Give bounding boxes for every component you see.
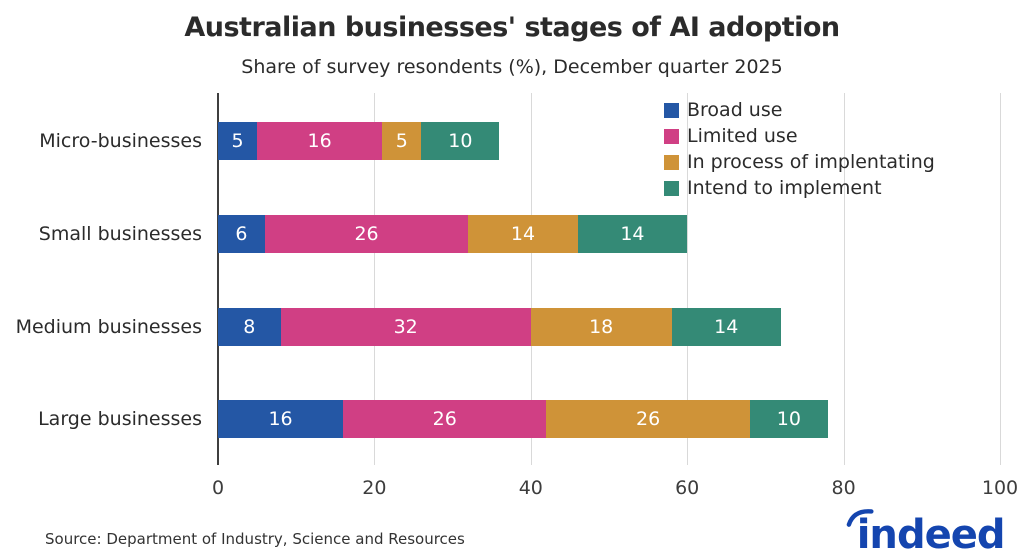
- category-label: Medium businesses: [15, 316, 202, 338]
- bar-segment: 14: [671, 308, 781, 346]
- bar-value-label: 26: [432, 408, 457, 430]
- x-axis-tick-label: 40: [518, 477, 543, 499]
- legend-swatch: [664, 128, 679, 144]
- chart-subtitle: Share of survey resondents (%), December…: [241, 56, 783, 78]
- bar-value-label: 14: [510, 223, 536, 245]
- x-axis-tick-label: 20: [362, 477, 387, 499]
- legend-label: Broad use: [687, 99, 783, 121]
- bar-value-label: 6: [235, 223, 248, 245]
- category-label: Micro-businesses: [39, 130, 202, 152]
- plot-area: 5 16 5 10 6 26 14 14 8 32 18 14 16 26 26 10: [217, 93, 1001, 465]
- gridline: [530, 93, 532, 465]
- legend-item: Intend to implement: [664, 177, 935, 199]
- bar-value-label: 8: [243, 316, 256, 338]
- legend-label: Intend to implement: [687, 177, 882, 199]
- bar-value-label: 32: [393, 316, 418, 338]
- category-label: Small businesses: [38, 223, 202, 245]
- indeed-logo: indeed: [846, 509, 1006, 556]
- indeed-logo-text: indeed: [857, 512, 1005, 556]
- source-note: Source: Department of Industry, Science …: [45, 530, 465, 548]
- x-axis-tick-label: 100: [981, 477, 1019, 499]
- chart-title: Australian businesses' stages of AI adop…: [184, 12, 840, 43]
- x-axis-tick-label: 0: [211, 477, 225, 499]
- bar-segment: 5: [382, 122, 422, 160]
- bar-value-label: 16: [268, 408, 293, 430]
- gridline: [1000, 93, 1001, 465]
- bar-segment: 16: [257, 122, 383, 160]
- bar-row: 6 26 14 14: [218, 215, 688, 253]
- bar-value-label: 18: [589, 316, 614, 338]
- bar-segment: 18: [530, 308, 672, 346]
- bar-segment: 14: [468, 215, 578, 253]
- legend-item: In process of implentating: [664, 151, 935, 173]
- legend: Broad use Limited use In process of implen…: [664, 99, 935, 199]
- bar-segment: 32: [280, 308, 531, 346]
- gridline: [687, 93, 689, 465]
- legend-swatch: [664, 102, 679, 118]
- gridline: [374, 93, 376, 465]
- bar-row: 5 16 5 10: [218, 122, 500, 160]
- bar-segment: 26: [343, 400, 547, 438]
- bar-segment: 10: [749, 400, 828, 438]
- legend-swatch: [664, 154, 679, 170]
- bar-value-label: 5: [231, 130, 244, 152]
- bar-segment: 26: [546, 400, 750, 438]
- bar-value-label: 10: [776, 408, 801, 430]
- bar-segment: 5: [218, 122, 258, 160]
- x-axis-tick-label: 60: [675, 477, 700, 499]
- gridline: [843, 93, 845, 465]
- bar-segment: 14: [577, 215, 688, 253]
- legend-item: Broad use: [664, 99, 935, 121]
- legend-item: Limited use: [664, 125, 935, 147]
- category-label: Large businesses: [38, 408, 202, 430]
- x-axis-tick-label: 80: [831, 477, 856, 499]
- bar-value-label: 14: [714, 316, 739, 338]
- bar-row: 16 26 26 10: [218, 400, 828, 438]
- bar-value-label: 14: [620, 223, 645, 245]
- bar-value-label: 26: [354, 223, 379, 245]
- bar-value-label: 5: [395, 130, 408, 152]
- bar-segment: 26: [264, 215, 469, 253]
- bar-value-label: 10: [448, 130, 473, 152]
- bar-segment: 6: [218, 215, 265, 253]
- legend-label: Limited use: [687, 125, 798, 147]
- indeed-logo-swoosh: [846, 509, 874, 527]
- bar-segment: 16: [218, 400, 344, 438]
- legend-swatch: [664, 180, 679, 196]
- legend-label: In process of implentating: [687, 151, 935, 173]
- bar-row: 8 32 18 14: [218, 308, 781, 346]
- bar-segment: 8: [218, 308, 281, 346]
- y-axis-line: [217, 93, 219, 465]
- bar-segment: 10: [421, 122, 500, 160]
- bar-value-label: 26: [635, 408, 661, 430]
- bar-value-label: 16: [307, 130, 332, 152]
